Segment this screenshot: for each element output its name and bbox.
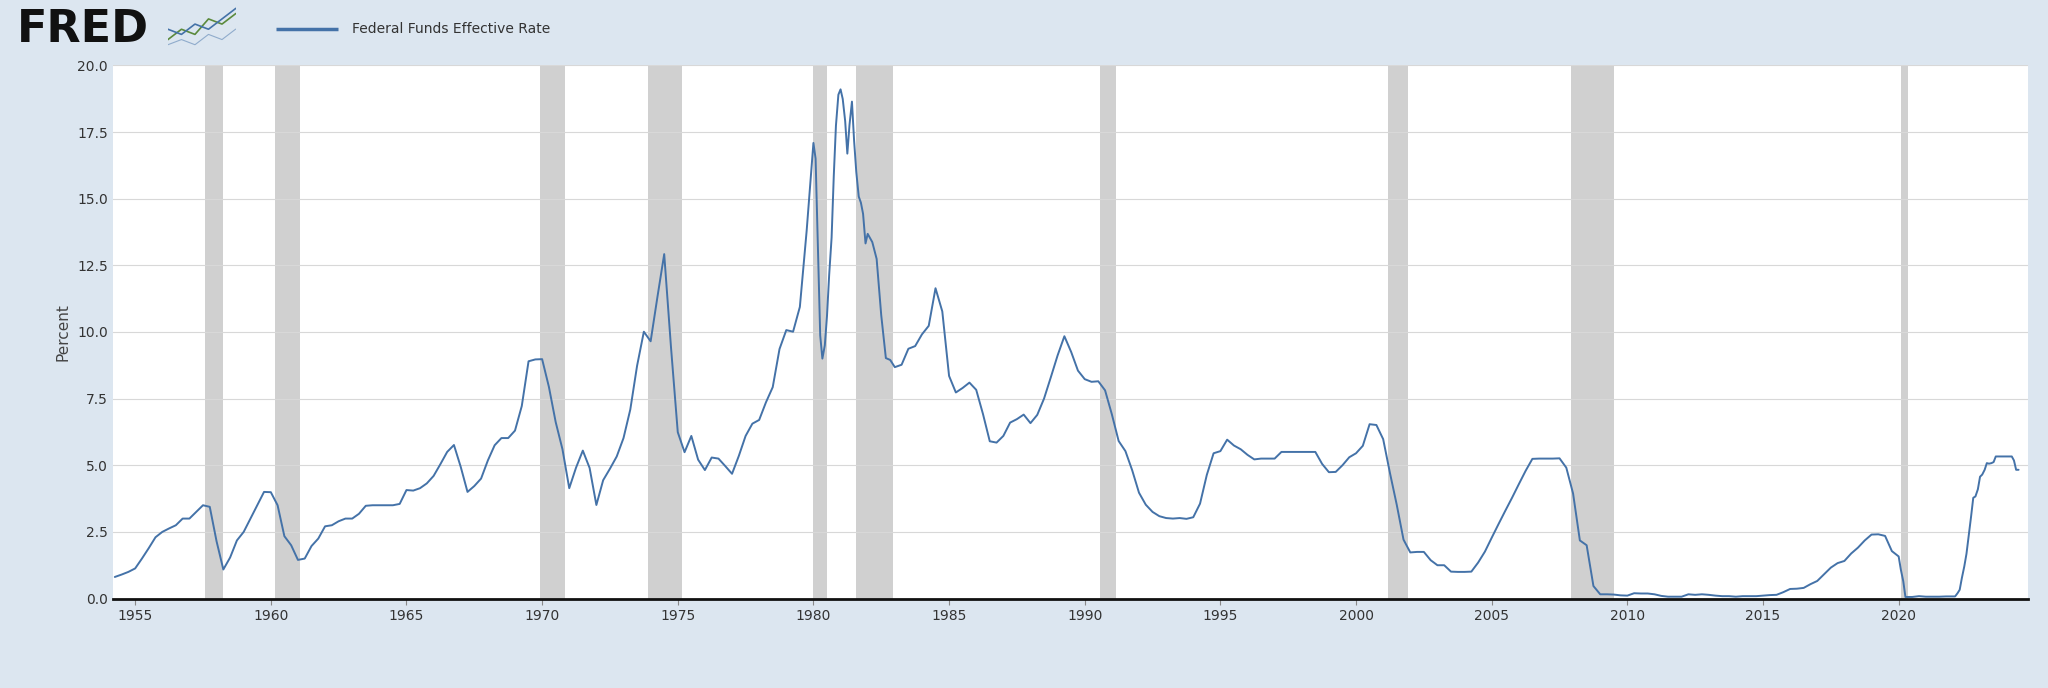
Bar <box>649 65 682 599</box>
Bar <box>541 65 565 599</box>
Text: FRED: FRED <box>16 8 150 51</box>
Bar <box>1389 65 1409 599</box>
Y-axis label: Percent: Percent <box>55 303 70 361</box>
Bar <box>274 65 301 599</box>
Bar <box>205 65 223 599</box>
Text: Federal Funds Effective Rate: Federal Funds Effective Rate <box>352 22 551 36</box>
Bar <box>1571 65 1614 599</box>
Bar <box>1901 65 1907 599</box>
Bar <box>1100 65 1116 599</box>
Bar <box>813 65 827 599</box>
Bar <box>856 65 893 599</box>
